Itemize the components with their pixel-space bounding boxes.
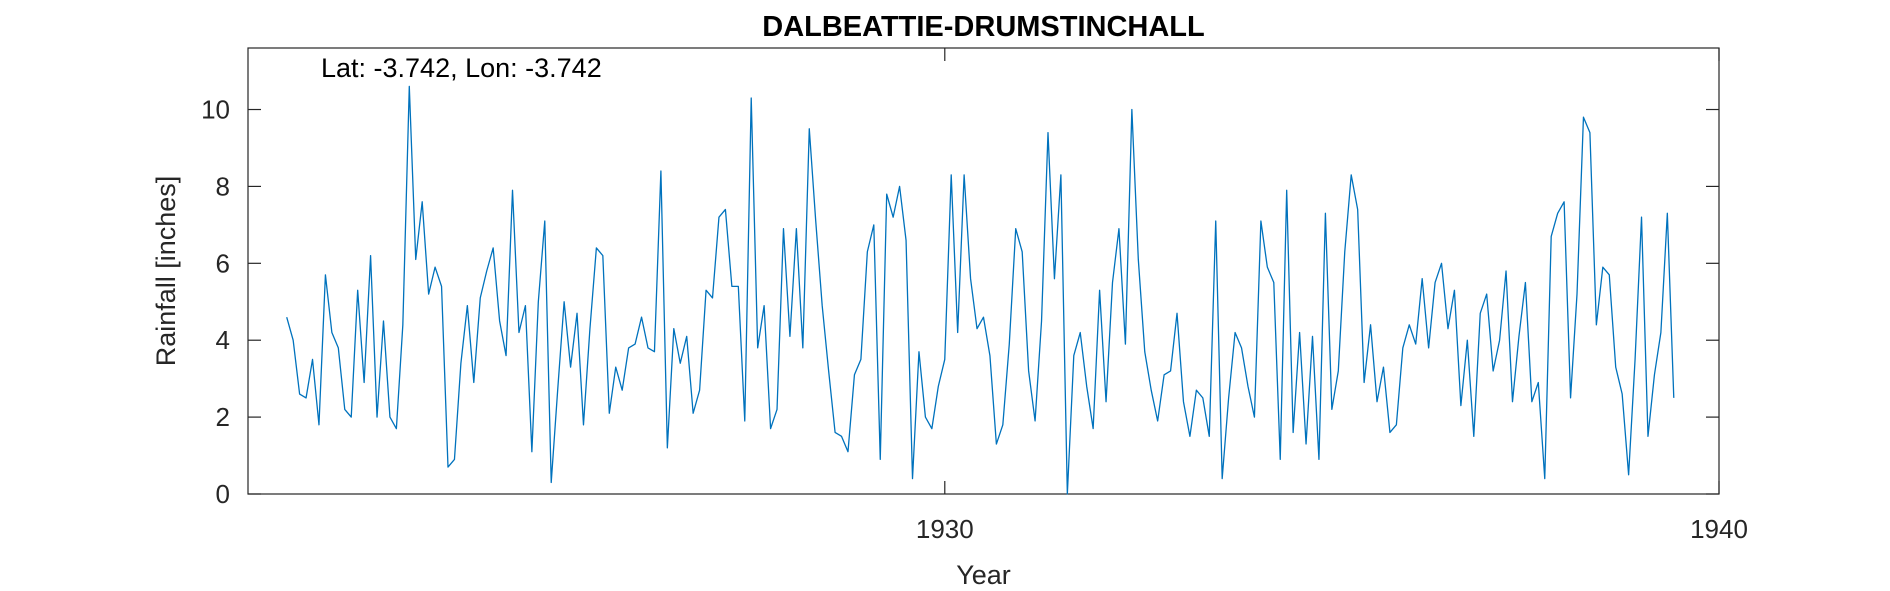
plot-area-box [247, 47, 1720, 495]
annotation-lat-lon: Lat: -3.742, Lon: -3.742 [321, 53, 602, 83]
y-tick-label: 0 [216, 479, 230, 509]
x-tick-label: 1930 [916, 514, 974, 544]
series-line [286, 85, 1675, 495]
y-axis-label: Rainfall [inches] [151, 176, 181, 367]
y-tick-label: 4 [216, 325, 230, 355]
chart-title: DALBEATTIE-DRUMSTINCHALL [762, 11, 1204, 43]
y-tick-label: 8 [216, 171, 230, 201]
y-tick-label: 2 [216, 402, 230, 432]
x-tick-label: 1940 [1690, 514, 1748, 544]
y-tick-label: 6 [216, 248, 230, 278]
tick-labels-layer: 0 2 4 6 8 10 1930 1940 [201, 95, 1748, 544]
x-axis-label: Year [956, 560, 1011, 590]
y-tick-label: 10 [201, 95, 230, 125]
ticks-layer [248, 48, 1720, 495]
